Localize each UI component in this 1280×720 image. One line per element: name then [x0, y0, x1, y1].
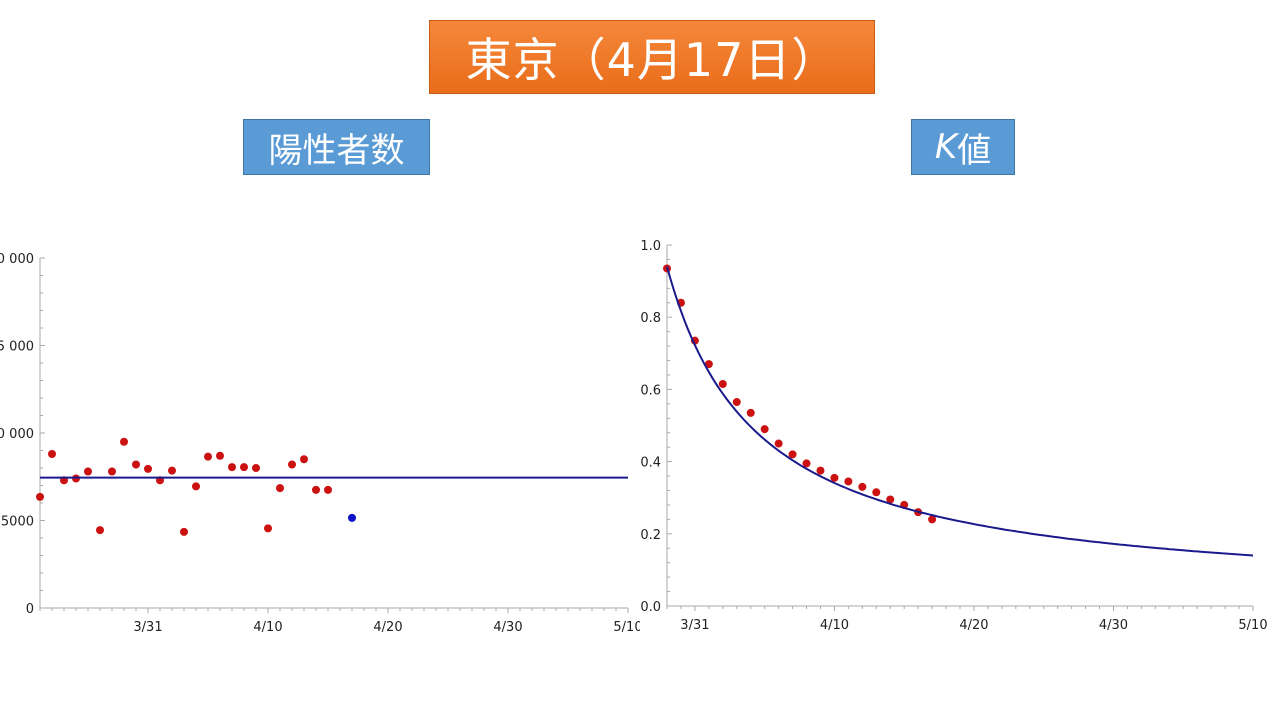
data-point	[760, 425, 769, 434]
data-point	[872, 488, 881, 497]
fit-curve	[666, 266, 1254, 557]
data-point	[276, 484, 284, 493]
x-tick-label: 5/10	[1238, 618, 1267, 633]
x-tick-label: 4/30	[493, 620, 522, 635]
y-tick-label: 1.0	[640, 239, 661, 254]
data-point	[718, 379, 727, 388]
data-point	[108, 467, 116, 476]
y-tick-label: 0.0	[640, 600, 661, 615]
data-point	[168, 466, 176, 475]
data-point	[36, 492, 44, 501]
data-point	[132, 460, 140, 469]
y-tick-label: 0	[26, 602, 34, 617]
k-value-chart: 3/31 4/10 4/20 4/30 5/10 0.0 0.2 0.4 0.6 0.8 1.0	[640, 239, 1267, 633]
y-tick-label: 0.4	[640, 456, 661, 471]
data-point	[886, 495, 895, 504]
y-tick-label: 5000	[1, 515, 34, 530]
positive-cases-chart: 3/31 4/10 4/20 4/30 5/10 0 5000 10 000 15 000 20 …	[0, 252, 640, 635]
x-tick-label: 4/10	[820, 618, 849, 633]
data-point	[788, 450, 797, 459]
data-point	[120, 437, 128, 446]
data-point	[204, 452, 212, 461]
data-point	[816, 466, 825, 475]
data-point	[288, 460, 296, 469]
data-point	[324, 485, 332, 494]
data-point	[252, 464, 260, 472]
x-tick-label: 4/20	[373, 620, 402, 635]
latest-data-point	[348, 513, 356, 522]
data-point	[858, 482, 867, 491]
data-point	[144, 464, 152, 473]
y-tick-label: 20 000	[0, 252, 34, 267]
k-symbol: K	[934, 127, 958, 167]
data-point	[300, 455, 308, 464]
data-point	[844, 477, 853, 486]
data-point	[264, 524, 272, 533]
data-point	[84, 467, 92, 476]
y-tick-label: 10 000	[0, 427, 34, 442]
x-tick-label: 3/31	[680, 618, 709, 633]
title-banner: 東京（4月17日）	[429, 20, 875, 94]
y-tick-label: 0.6	[640, 383, 661, 398]
data-point	[192, 482, 200, 491]
data-point	[746, 408, 755, 417]
data-point	[240, 463, 248, 472]
data-point	[732, 398, 741, 407]
x-tick-label: 4/20	[959, 618, 988, 633]
data-point	[228, 463, 236, 472]
x-tick-label: 5/10	[613, 620, 640, 635]
data-point	[830, 473, 839, 482]
page-title: 東京（4月17日）	[465, 33, 839, 87]
data-point	[312, 485, 320, 494]
y-tick-label: 0.8	[640, 311, 661, 326]
data-point	[802, 459, 811, 468]
data-point	[216, 451, 224, 460]
data-point	[180, 527, 188, 536]
left-panel-label: 陽性者数	[243, 119, 430, 175]
x-tick-label: 4/30	[1099, 618, 1128, 633]
k-suffix: 値	[957, 130, 992, 171]
data-point	[96, 526, 104, 535]
data-point	[774, 439, 783, 448]
data-point	[928, 515, 937, 524]
data-point	[48, 450, 56, 458]
y-tick-label: 0.2	[640, 528, 661, 543]
y-tick-label: 15 000	[0, 340, 34, 355]
x-tick-label: 4/10	[253, 620, 282, 635]
x-tick-label: 3/31	[133, 620, 162, 635]
data-point	[704, 360, 713, 369]
